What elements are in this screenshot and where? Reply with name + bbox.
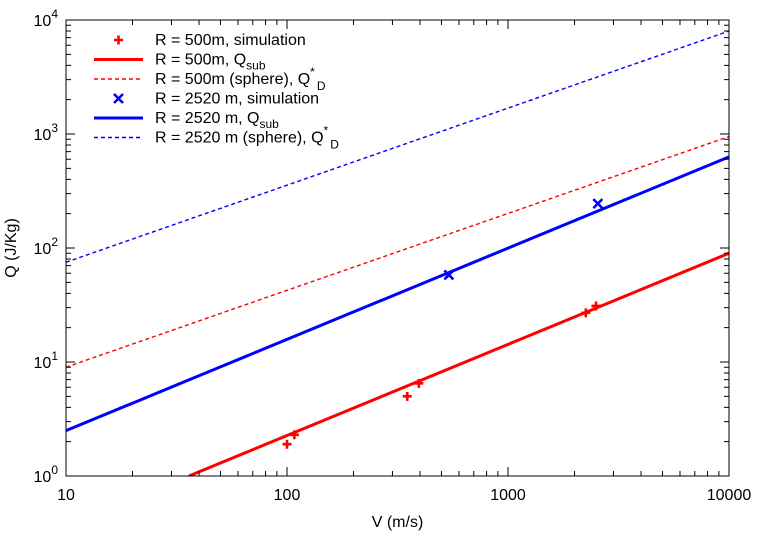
x-tick-label: 10000 [707, 487, 752, 504]
series-1 [282, 301, 601, 449]
tick-marks [65, 19, 730, 477]
legend-label: R = 2520 m, simulation [155, 91, 319, 108]
legend-item: R = 500m, simulation [114, 32, 306, 49]
legend-swatch [113, 93, 124, 104]
legend-label: R = 2520 m, Qsub [155, 110, 279, 131]
y-tick-label: 103 [34, 121, 59, 144]
y-tick-label: 101 [34, 349, 59, 372]
legend-label: R = 500m (sphere), Q*D [155, 65, 326, 93]
y-tick-label: 100 [34, 463, 59, 486]
y-tick-label: 104 [34, 7, 59, 30]
series-line [66, 155, 729, 433]
plot-frame [65, 19, 730, 477]
x-tick-label: 10 [57, 487, 75, 504]
series-4 [443, 198, 604, 281]
x-tick-label: 100 [274, 487, 301, 504]
x-tick-label: 1000 [490, 487, 526, 504]
data-point [282, 439, 292, 449]
series-line [188, 251, 729, 476]
legend-item: R = 500m, Qsub [94, 52, 266, 73]
series-5 [66, 155, 729, 433]
legend-item: R = 500m (sphere), Q*D [94, 65, 326, 93]
legend-swatch [114, 35, 123, 45]
data-point [592, 198, 604, 210]
series-6 [66, 30, 729, 263]
legend-label: R = 2520 m (sphere), Q*D [155, 124, 339, 152]
y-tick-label: 102 [34, 235, 59, 258]
series-2 [188, 251, 729, 476]
legend-label: R = 500m, Qsub [155, 52, 266, 73]
data-point [402, 391, 412, 401]
x-axis-label: V (m/s) [372, 514, 424, 531]
legend-item: R = 2520 m, simulation [113, 91, 319, 108]
y-axis-label: Q (J/Kg) [3, 218, 20, 278]
legend-item: R = 2520 m, Qsub [94, 110, 279, 131]
series-line [66, 135, 729, 368]
legend-item: R = 2520 m (sphere), Q*D [94, 124, 339, 152]
series-3 [66, 135, 729, 368]
legend-label: R = 500m, simulation [155, 32, 306, 49]
series-line [66, 30, 729, 263]
series-layer [66, 30, 729, 476]
